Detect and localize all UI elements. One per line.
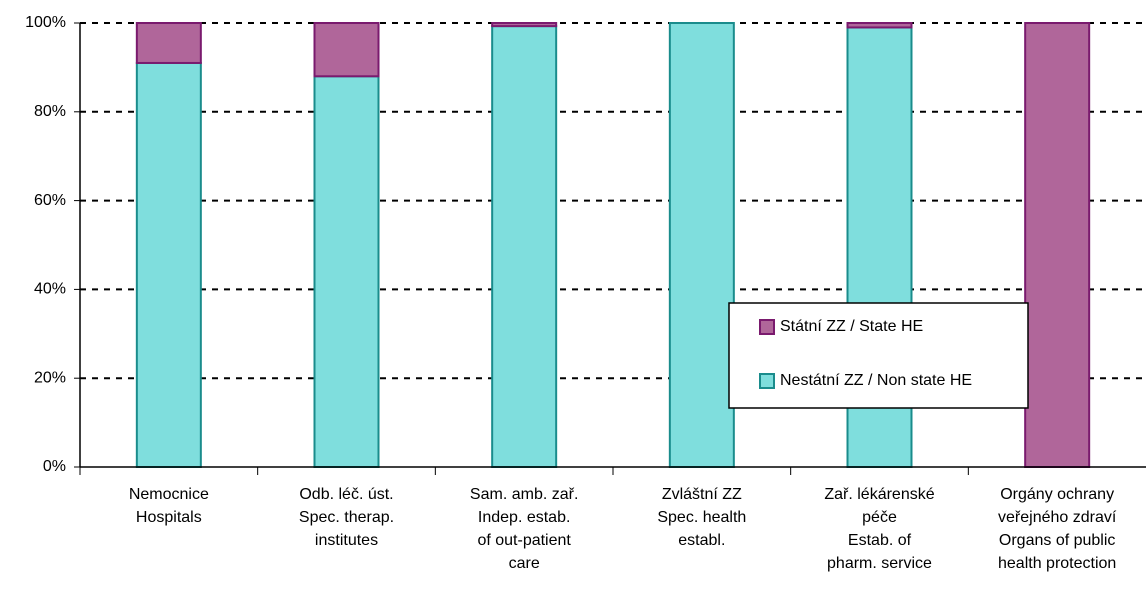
- legend-swatch: [759, 319, 775, 335]
- legend: [728, 302, 1029, 409]
- x-tick-label: Indep. estab.: [478, 509, 571, 526]
- x-tick-label: Sam. amb. zař.: [470, 486, 578, 503]
- x-tick-label: Orgány ochrany: [1000, 486, 1114, 503]
- y-tick-label: 0%: [43, 458, 66, 475]
- x-tick-label: veřejného zdraví: [998, 509, 1117, 526]
- bar-segment: [668, 22, 735, 468]
- x-tick-label: Estab. of: [848, 532, 912, 549]
- y-tick-label: 80%: [34, 103, 66, 120]
- x-tick-label: Spec. therap.: [299, 509, 394, 526]
- x-tick-label: Zař. lékárenské: [824, 486, 934, 503]
- x-tick-label: of out-patient: [477, 532, 571, 549]
- x-tick-label: Zvláštní ZZ: [662, 486, 742, 503]
- y-tick-label: 60%: [34, 192, 66, 209]
- bar-segment: [313, 22, 380, 78]
- bar-segment: [135, 61, 202, 469]
- y-tick-label: 40%: [34, 281, 66, 298]
- bar-segment: [846, 22, 913, 29]
- x-tick-label: Odb. léč. úst.: [299, 486, 393, 503]
- legend-label: Státní ZZ / State HE: [780, 318, 923, 335]
- legend-label: Nestátní ZZ / Non state HE: [780, 372, 972, 389]
- x-tick-label: establ.: [678, 532, 725, 549]
- bar-segment: [491, 22, 558, 28]
- bar-segment: [313, 75, 380, 468]
- x-tick-label: péče: [862, 509, 897, 526]
- x-tick-label: Spec. health: [657, 509, 746, 526]
- x-tick-label: institutes: [315, 532, 378, 549]
- x-tick-label: Nemocnice: [129, 486, 209, 503]
- y-tick-label: 20%: [34, 369, 66, 386]
- x-tick-label: care: [509, 555, 540, 572]
- x-tick-label: Organs of public: [999, 532, 1116, 549]
- bar-segment: [135, 22, 202, 64]
- x-tick-label: Hospitals: [136, 509, 202, 526]
- legend-swatch: [759, 373, 775, 389]
- x-tick-label: health protection: [998, 555, 1116, 572]
- bar-segment: [1024, 22, 1091, 468]
- x-tick-label: pharm. service: [827, 555, 932, 572]
- y-tick-label: 100%: [25, 14, 66, 31]
- bar-segment: [491, 25, 558, 468]
